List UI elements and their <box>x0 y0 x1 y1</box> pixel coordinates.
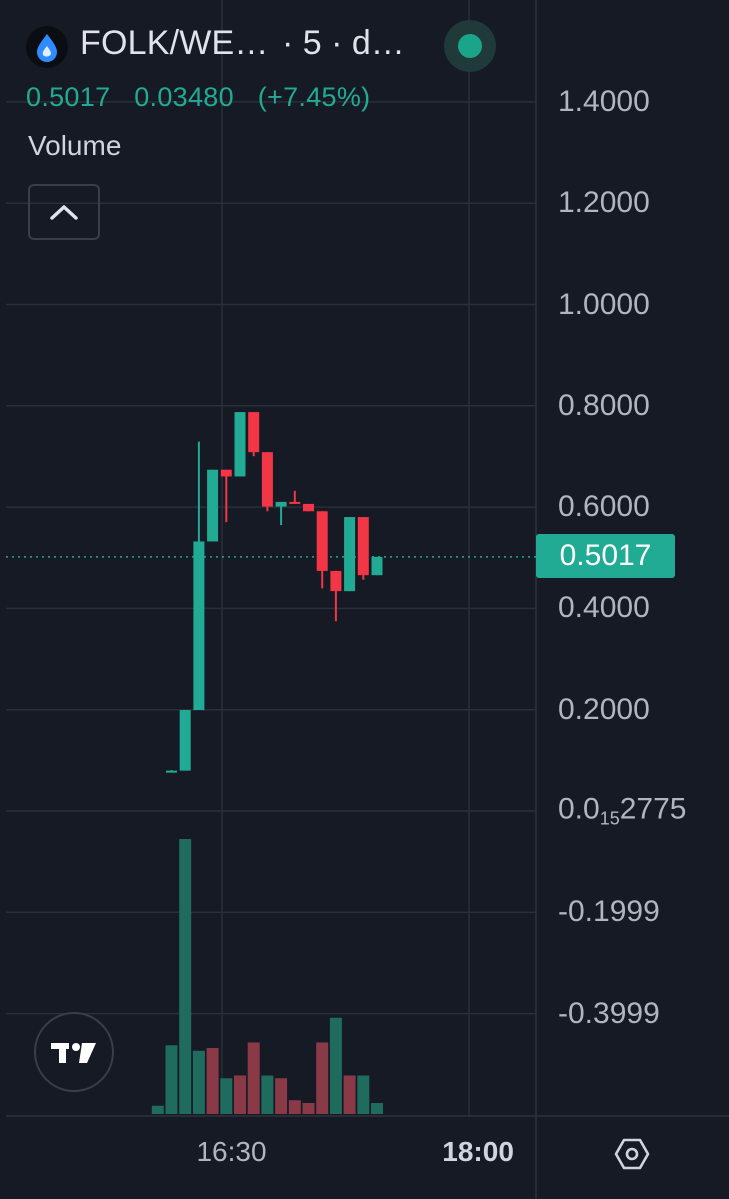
candle-body <box>207 469 219 542</box>
price-axis-label: 0.2000 <box>558 692 650 726</box>
candle <box>261 452 273 512</box>
volume-bar <box>165 1045 178 1114</box>
volume-bar <box>247 1042 260 1114</box>
volume-bar <box>220 1078 233 1114</box>
candle <box>303 503 314 512</box>
candle-body <box>357 517 369 576</box>
candle <box>220 469 232 523</box>
candle-body <box>166 770 177 773</box>
candle-body <box>316 511 328 571</box>
candle-body <box>303 503 314 512</box>
candle <box>275 501 287 526</box>
price-axis-label: 0.6000 <box>558 490 650 524</box>
candle-body <box>371 556 383 576</box>
candle-body <box>220 469 232 477</box>
candle <box>248 412 260 457</box>
candle-body <box>261 452 273 507</box>
candle-body <box>344 517 356 592</box>
candle <box>330 570 342 622</box>
settings-icon[interactable] <box>612 1134 652 1174</box>
volume-bar <box>343 1075 356 1114</box>
candle <box>357 517 369 580</box>
price-change-percent: (+7.45%) <box>257 82 371 112</box>
candle <box>344 517 356 592</box>
candle <box>316 511 328 589</box>
candle-body <box>289 501 301 504</box>
volume-bar <box>288 1100 301 1114</box>
candle-body <box>179 710 191 771</box>
volume-bar <box>275 1078 288 1114</box>
time-axis-label: 18:00 <box>442 1136 514 1167</box>
volume-indicator-label[interactable]: Volume <box>28 130 122 161</box>
candle <box>179 710 191 771</box>
volume-bar <box>179 839 192 1114</box>
chevron-up-icon <box>50 205 78 220</box>
price-axis-label: 1.0000 <box>558 287 650 321</box>
candle-body <box>275 501 287 507</box>
volume-bar <box>357 1075 370 1114</box>
live-status-icon <box>444 20 496 72</box>
collapse-button[interactable] <box>28 184 100 240</box>
grid <box>6 0 729 1199</box>
token-logo-icon <box>26 26 68 68</box>
candle <box>371 556 383 576</box>
candle-body <box>234 412 246 477</box>
candle <box>289 490 301 504</box>
price-axis-label: -0.3999 <box>558 996 660 1030</box>
volume-bar <box>192 1050 205 1114</box>
candle <box>207 469 219 542</box>
price-axis-label: 1.4000 <box>558 84 650 118</box>
last-price-tag: 0.5017 <box>536 534 675 578</box>
price-axis-label: 0.8000 <box>558 388 650 422</box>
volume-bar <box>206 1048 219 1114</box>
volume-bar <box>151 1105 164 1114</box>
price-axis-label: 0.4000 <box>558 591 650 625</box>
last-price: 0.5017 <box>26 82 111 112</box>
volume-bars <box>151 839 383 1114</box>
tradingview-logo-icon[interactable] <box>34 1012 114 1092</box>
price-summary: 0.5017 0.03480 (+7.45%) <box>26 82 386 113</box>
candles <box>166 412 383 773</box>
price-axis-label: 1.2000 <box>558 186 650 220</box>
candle-body <box>193 541 205 711</box>
price-axis-label: 0.0152775 <box>558 792 687 829</box>
volume-bar <box>302 1103 315 1114</box>
candle <box>166 770 177 773</box>
candle <box>234 412 246 477</box>
price-change: 0.03480 <box>134 82 234 112</box>
symbol-title[interactable]: FOLK/WE… <box>80 24 269 62</box>
candle-body <box>330 570 342 592</box>
candle <box>193 441 205 711</box>
volume-bar <box>371 1103 383 1114</box>
volume-bar <box>234 1075 246 1114</box>
candle-body <box>248 412 260 453</box>
volume-bar <box>329 1017 342 1114</box>
volume-bar <box>261 1075 274 1114</box>
interval-label[interactable]: · 5 · d… <box>282 24 405 62</box>
time-axis-label: 16:30 <box>196 1136 267 1167</box>
volume-bar <box>316 1042 329 1114</box>
price-axis-label: -0.1999 <box>558 895 660 929</box>
